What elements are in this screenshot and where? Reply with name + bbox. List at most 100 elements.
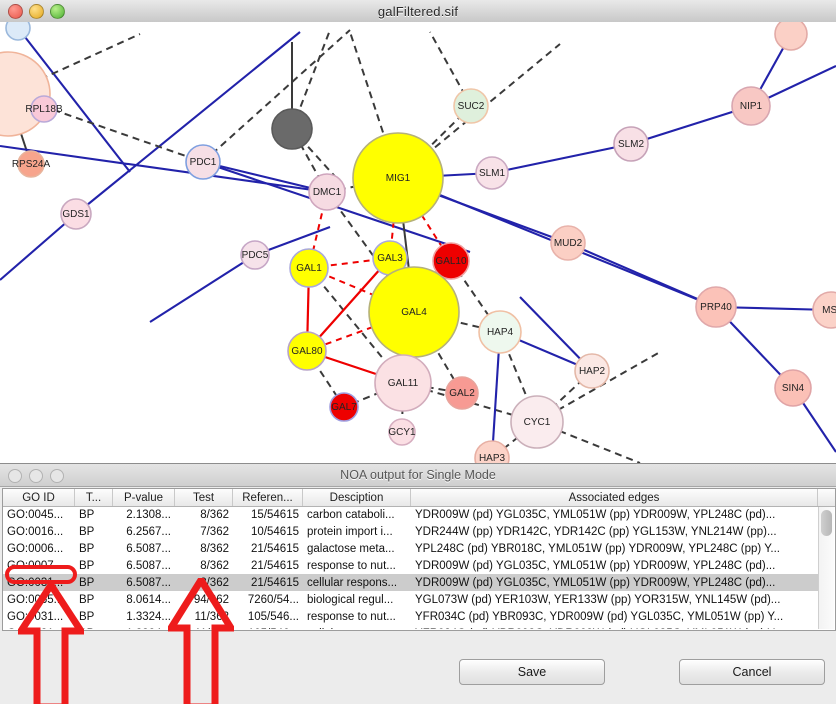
dialog-close-icon[interactable] — [8, 469, 22, 483]
network-node-PRP40[interactable]: PRP40 — [695, 286, 737, 328]
column-header-pvalue[interactable]: P-value — [113, 489, 175, 506]
cell-pvalue: 2.1308... — [126, 508, 171, 521]
network-node-SLM2[interactable]: SLM2 — [613, 126, 649, 162]
network-edge[interactable] — [0, 213, 77, 281]
dialog-window-controls[interactable] — [8, 469, 64, 483]
network-node-MUD2[interactable]: MUD2 — [550, 225, 586, 261]
network-node-top-right[interactable] — [774, 22, 808, 51]
node-label: HAP4 — [487, 327, 514, 338]
network-node-GAL1[interactable]: GAL1 — [289, 248, 329, 288]
table-row[interactable]: GO:0065... BP 8.0614... 94/362 7260/54... bio… — [3, 591, 818, 608]
dialog-titlebar[interactable]: NOA output for Single Mode — [0, 464, 836, 487]
network-node-GCY1[interactable]: GCY1 — [388, 418, 416, 446]
network-node-NIP1[interactable]: NIP1 — [731, 86, 771, 126]
column-header-type[interactable]: T... — [75, 489, 113, 506]
close-icon[interactable] — [8, 4, 23, 19]
node-label: NIP1 — [740, 101, 763, 112]
cell-type: BP — [79, 542, 95, 555]
node-label: RPS24A — [12, 159, 51, 170]
network-node-RPS24A[interactable]: RPS24A — [12, 150, 51, 178]
network-node-SLM1[interactable]: SLM1 — [475, 156, 509, 190]
table-row[interactable]: GO:0031... BP 6.5087... 8/362 21/54615 cellul… — [3, 574, 818, 591]
network-node-HAP4[interactable]: HAP4 — [478, 310, 522, 354]
network-nodes[interactable]: RPL18B RPS24A GDS1 PDC1 PDC5 DMC1 MIG1 SUC2 SLM1… — [0, 22, 836, 463]
table-header-row[interactable]: GO ID T... P-value Test Referen... Desciption… — [3, 489, 835, 507]
cell-go_id: GO:0031... — [3, 628, 75, 630]
table-body[interactable]: GO:0045... BP 2.1308... 8/362 15/54615 carbon… — [3, 506, 818, 629]
cell-description: cellular respons... — [307, 576, 398, 589]
cell-reference: 21/54615 — [251, 559, 299, 572]
network-node-SIN4[interactable]: SIN4 — [774, 369, 812, 407]
network-edge[interactable] — [149, 254, 256, 323]
network-edge[interactable] — [429, 191, 569, 244]
table-row[interactable]: GO:0045... BP 2.1308... 8/362 15/54615 carbon… — [3, 506, 818, 523]
scrollbar-thumb[interactable] — [821, 510, 832, 536]
network-node-CYC1[interactable]: CYC1 — [510, 395, 564, 449]
network-node-GAL11[interactable]: GAL11 — [374, 354, 432, 412]
network-edge[interactable] — [0, 144, 328, 194]
column-header-go_id[interactable]: GO ID — [3, 489, 75, 506]
network-edge[interactable] — [202, 160, 328, 194]
window-controls[interactable] — [8, 4, 65, 19]
cell-pvalue: 6.5087... — [126, 559, 171, 572]
network-edge[interactable] — [7, 93, 204, 163]
column-header-description[interactable]: Desciption — [303, 489, 411, 506]
cell-type: BP — [79, 525, 95, 538]
table-row[interactable]: GO:0007... BP 6.5087... 8/362 21/54615 respon… — [3, 557, 818, 574]
table-vertical-scrollbar[interactable] — [818, 507, 834, 629]
network-node-HAP3[interactable]: HAP3 — [474, 440, 510, 463]
network-node-PDC5[interactable]: PDC5 — [240, 240, 270, 270]
network-edge[interactable] — [491, 142, 632, 175]
column-header-reference[interactable]: Referen... — [233, 489, 303, 506]
network-node-MIG1[interactable]: MIG1 — [352, 132, 444, 224]
network-node-SUC2[interactable]: SUC2 — [453, 88, 489, 124]
dialog-zoom-icon[interactable] — [50, 469, 64, 483]
network-node-DMC1[interactable]: DMC1 — [308, 173, 346, 211]
network-edge[interactable] — [630, 104, 752, 146]
table-row[interactable]: GO:0031... BP 1.3324... 11/362 105/546... res… — [3, 608, 818, 625]
zoom-icon[interactable] — [50, 4, 65, 19]
dialog-minimize-icon[interactable] — [29, 469, 43, 483]
network-node-GAL80[interactable]: GAL80 — [287, 331, 327, 371]
window-titlebar[interactable]: galFiltered.sif — [0, 0, 836, 23]
cell-type: BP — [79, 610, 95, 623]
network-node-PDC1[interactable]: PDC1 — [185, 144, 221, 180]
column-header-edges[interactable]: Associated edges — [411, 489, 818, 506]
cell-edges: YDR009W (pd) YGL035C, YML051W (pp) YDR00… — [415, 559, 776, 572]
network-edge[interactable] — [306, 257, 391, 352]
node-label: MSI — [822, 305, 836, 316]
network-edge[interactable] — [202, 29, 351, 163]
cell-description: galactose meta... — [307, 542, 395, 555]
network-node-GAL2[interactable]: GAL2 — [445, 376, 479, 410]
network-edge[interactable] — [567, 242, 717, 308]
network-edge[interactable] — [17, 27, 131, 173]
network-edge[interactable] — [306, 311, 415, 352]
network-node-GAL4[interactable]: GAL4 — [368, 266, 460, 358]
table-row[interactable]: GO:0016... BP 6.2567... 7/362 10/54615 protei… — [3, 523, 818, 540]
dialog-footer: Save Cancel — [0, 632, 836, 704]
cell-pvalue: 1.3324... — [113, 628, 175, 630]
network-node-MSI[interactable]: MSI — [812, 291, 836, 329]
network-node-GDS1[interactable]: GDS1 — [60, 198, 92, 230]
node-label: GCY1 — [388, 427, 416, 438]
network-edge[interactable] — [75, 31, 301, 215]
network-node-HAP2[interactable]: HAP2 — [574, 353, 610, 389]
table-row[interactable]: GO:0031...BP1.3324...11/362105/546...cel… — [3, 625, 818, 630]
save-button[interactable]: Save — [459, 659, 605, 685]
network-node-big-left[interactable] — [0, 51, 51, 137]
network-canvas[interactable]: RPL18B RPS24A GDS1 PDC1 PDC5 DMC1 MIG1 SUC2 SLM1… — [0, 22, 836, 463]
results-table[interactable]: GO ID T... P-value Test Referen... Desciption… — [2, 488, 836, 631]
cell-test: 11/362 — [175, 628, 233, 630]
network-node-dark[interactable] — [271, 108, 313, 150]
network-node-GAL7[interactable]: GAL7 — [329, 392, 359, 422]
minimize-icon[interactable] — [29, 4, 44, 19]
cancel-button[interactable]: Cancel — [679, 659, 825, 685]
network-node-GAL10[interactable]: GAL10 — [432, 242, 470, 280]
column-header-test[interactable]: Test — [175, 489, 233, 506]
node-label: GAL1 — [296, 263, 322, 274]
network-graph[interactable]: RPL18B RPS24A GDS1 PDC1 PDC5 DMC1 MIG1 SUC2 SLM1… — [0, 22, 836, 463]
cell-pvalue: 6.5087... — [126, 542, 171, 555]
network-node-RPL18B[interactable]: RPL18B — [25, 95, 63, 123]
table-row[interactable]: GO:0006... BP 6.5087... 8/362 21/54615 galact… — [3, 540, 818, 557]
network-node-top-left[interactable] — [5, 22, 31, 41]
